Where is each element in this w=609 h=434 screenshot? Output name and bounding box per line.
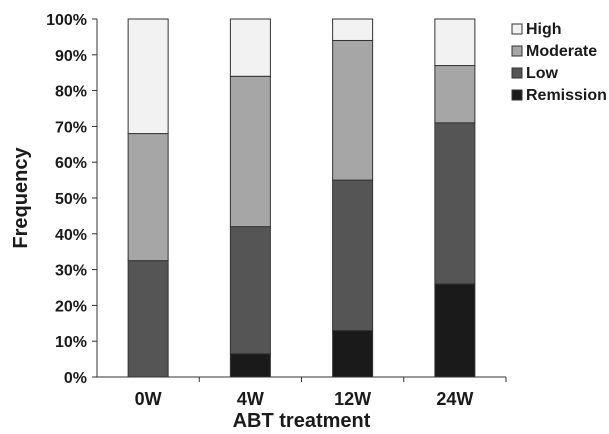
x-axis-ticks: 0W 4W 12W 24W — [135, 377, 507, 409]
x-tick-label: 24W — [436, 389, 473, 409]
bar-segment-remission-4w — [229, 353, 271, 378]
legend-label-moderate: Moderate — [526, 43, 597, 60]
legend-swatch-remission — [511, 89, 523, 101]
y-tick-label: 40% — [55, 227, 87, 244]
bar-segment-remission-24w — [434, 283, 476, 378]
y-tick-label: 100% — [46, 12, 87, 29]
y-tick-label: 90% — [55, 48, 87, 65]
y-tick-label: 20% — [55, 298, 87, 315]
legend-swatch-moderate — [511, 45, 523, 57]
bar-segment-high-0w — [127, 18, 169, 135]
bar-segment-low-4w — [229, 226, 271, 355]
y-tick-label: 70% — [55, 119, 87, 136]
bar-segment-moderate-12w — [332, 39, 374, 181]
bar-segment-high-4w — [229, 18, 271, 77]
legend: High Moderate Low Remission — [511, 21, 607, 104]
x-tick-label: 4W — [237, 389, 264, 409]
bar-segment-high-12w — [332, 18, 374, 41]
bar-segment-low-24w — [434, 122, 476, 285]
bar-area — [127, 18, 476, 378]
bar-segment-high-24w — [434, 18, 476, 67]
bar-segment-low-12w — [332, 179, 374, 331]
y-tick-label: 10% — [55, 334, 87, 351]
y-tick-label: 80% — [55, 84, 87, 101]
legend-swatch-low — [511, 67, 523, 79]
bar-segment-moderate-24w — [434, 65, 476, 124]
bar-segment-remission-12w — [332, 329, 374, 378]
bar-segment-low-0w — [127, 260, 169, 378]
bar-segment-moderate-0w — [127, 133, 169, 262]
legend-label-high: High — [526, 21, 562, 38]
legend-label-low: Low — [526, 65, 559, 82]
y-tick-label: 0% — [64, 370, 87, 387]
x-tick-label: 0W — [135, 389, 162, 409]
y-tick-label: 50% — [55, 191, 87, 208]
y-tick-label: 30% — [55, 263, 87, 280]
x-axis-title: ABT treatment — [233, 410, 371, 432]
y-axis-title: Frequency — [10, 147, 32, 249]
legend-swatch-high — [511, 23, 523, 35]
x-tick-label: 12W — [334, 389, 371, 409]
y-axis-ticks: 0% 10% 20% 30% 40% 50% 60% 70% 80% 90% 100% — [46, 12, 97, 387]
y-tick-label: 60% — [55, 155, 87, 172]
bar-segment-moderate-4w — [229, 75, 271, 228]
legend-label-remission: Remission — [526, 87, 607, 104]
